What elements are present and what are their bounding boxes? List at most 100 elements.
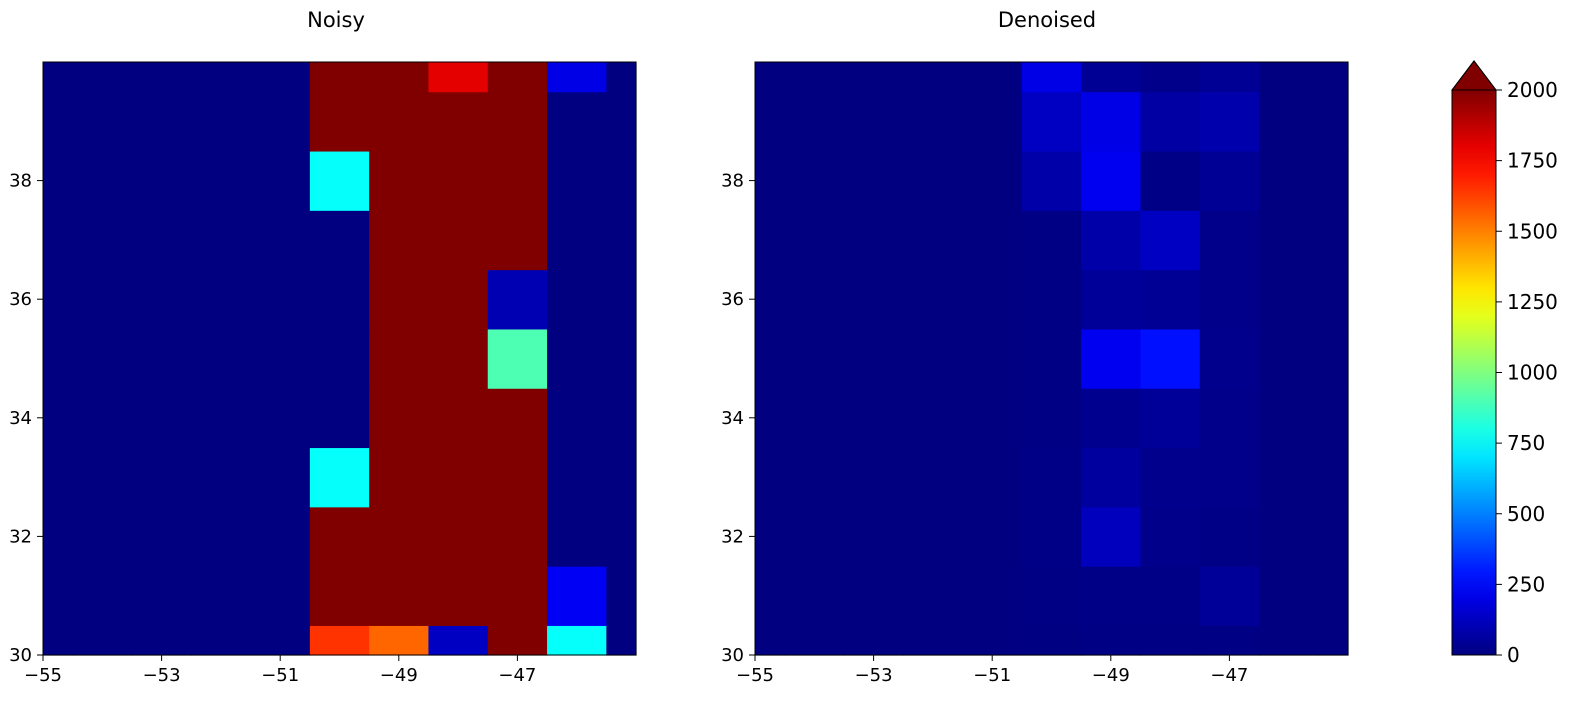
heatmap-cell bbox=[843, 62, 904, 93]
heatmap-cell bbox=[191, 566, 252, 626]
heatmap-cell bbox=[843, 150, 904, 211]
heatmap-cell bbox=[1140, 91, 1201, 152]
heatmap-cell bbox=[43, 566, 74, 626]
heatmap-cell bbox=[72, 447, 133, 508]
heatmap-cell bbox=[309, 506, 370, 567]
y-tick-label: 34 bbox=[721, 408, 744, 429]
heatmap-cell bbox=[962, 388, 1023, 449]
heatmap-cell bbox=[487, 625, 548, 656]
heatmap-cell bbox=[131, 388, 192, 449]
heatmap-cell bbox=[43, 388, 74, 449]
heatmap-cell bbox=[1140, 506, 1201, 567]
heatmap-cell bbox=[1199, 269, 1260, 330]
heatmap-cell bbox=[131, 150, 192, 211]
heatmap-cell bbox=[784, 269, 845, 330]
heatmap-cell bbox=[784, 506, 845, 567]
heatmap-cell bbox=[606, 150, 637, 211]
heatmap-cell bbox=[606, 566, 637, 626]
heatmap-cell bbox=[547, 91, 607, 152]
heatmap-cell bbox=[309, 150, 370, 211]
heatmap-cell bbox=[1199, 150, 1260, 211]
heatmap-cell bbox=[428, 447, 489, 508]
heatmap-cell bbox=[131, 506, 192, 567]
heatmap-cell bbox=[72, 506, 133, 567]
heatmap-cell bbox=[428, 328, 489, 389]
heatmap-cell bbox=[250, 388, 311, 449]
heatmap-cell bbox=[1140, 328, 1201, 389]
heatmap-cell bbox=[1140, 447, 1201, 508]
heatmap-cell bbox=[131, 91, 192, 152]
heatmap-cell bbox=[1259, 625, 1319, 656]
heatmap-cell bbox=[547, 625, 607, 656]
heatmap-cell bbox=[131, 566, 192, 626]
heatmap-cell bbox=[1081, 91, 1142, 152]
heatmap-cell bbox=[1199, 447, 1260, 508]
heatmap-cell bbox=[962, 506, 1023, 567]
heatmap-cell bbox=[1318, 388, 1349, 449]
heatmap-cell bbox=[191, 269, 252, 330]
heatmap-cell bbox=[1199, 566, 1260, 626]
heatmap-cell bbox=[755, 269, 786, 330]
x-tick-label: −49 bbox=[380, 665, 418, 686]
heatmap-cell bbox=[131, 328, 192, 389]
heatmap-cell bbox=[428, 506, 489, 567]
heatmap-cell bbox=[1081, 388, 1142, 449]
colorbar-ticks: 0 250 500 750 1000 1250 1500 1750 2000 bbox=[1496, 78, 1558, 667]
heatmap-cell bbox=[755, 91, 786, 152]
heatmap-cell bbox=[369, 328, 430, 389]
heatmap-cell bbox=[309, 91, 370, 152]
x-tick-label: −51 bbox=[261, 665, 299, 686]
x-tick-label: −55 bbox=[24, 665, 62, 686]
heatmap-cell bbox=[250, 566, 311, 626]
heatmap-cell bbox=[903, 506, 964, 567]
colorbar-extend-max bbox=[1450, 60, 1498, 91]
heatmap-cell bbox=[843, 269, 904, 330]
heatmap-cell bbox=[903, 91, 964, 152]
heatmap-cell bbox=[903, 150, 964, 211]
heatmap-cell bbox=[1318, 566, 1349, 626]
y-tick-label: 32 bbox=[9, 526, 32, 547]
heatmap-cell bbox=[547, 447, 607, 508]
heatmap-cell bbox=[428, 91, 489, 152]
heatmap-cell bbox=[250, 625, 311, 656]
heatmap-cell bbox=[903, 62, 964, 93]
heatmap-cell bbox=[191, 210, 252, 271]
heatmap-cell bbox=[1140, 388, 1201, 449]
heatmap-cell bbox=[369, 62, 430, 93]
heatmap-cell bbox=[1259, 328, 1319, 389]
heatmap-cell bbox=[487, 91, 548, 152]
heatmap-cell bbox=[547, 506, 607, 567]
colorbar: 0 250 500 750 1000 1250 1500 1750 2000 bbox=[1450, 60, 1558, 667]
heatmap-cell bbox=[1318, 447, 1349, 508]
heatmap-cell bbox=[606, 625, 637, 656]
heatmap-cell bbox=[131, 210, 192, 271]
heatmap-cell bbox=[1199, 506, 1260, 567]
heatmap-cell bbox=[1259, 91, 1319, 152]
heatmap-cell bbox=[487, 210, 548, 271]
heatmap-cell bbox=[784, 447, 845, 508]
heatmap-cell bbox=[1021, 328, 1082, 389]
heatmap-cell bbox=[606, 269, 637, 330]
heatmap-cell bbox=[43, 210, 74, 271]
heatmap-cell bbox=[131, 269, 192, 330]
heatmap-cell bbox=[547, 150, 607, 211]
heatmap-cell bbox=[606, 388, 637, 449]
x-tick-label: −51 bbox=[973, 665, 1011, 686]
heatmap-cell bbox=[784, 566, 845, 626]
heatmap-cell bbox=[369, 91, 430, 152]
heatmap-cell bbox=[72, 269, 133, 330]
heatmap-cell bbox=[250, 328, 311, 389]
heatmap-cell bbox=[369, 269, 430, 330]
heatmap-cell bbox=[1199, 210, 1260, 271]
panel-title-denoised: Denoised bbox=[998, 8, 1096, 32]
heatmap-cell bbox=[1021, 269, 1082, 330]
heatmap-cell bbox=[131, 625, 192, 656]
x-tick-label: −47 bbox=[498, 665, 536, 686]
heatmap-cell bbox=[1199, 625, 1260, 656]
heatmap-cell bbox=[428, 566, 489, 626]
colorbar-tick-label: 500 bbox=[1507, 502, 1545, 526]
heatmap-cell bbox=[903, 447, 964, 508]
heatmap-cell bbox=[755, 566, 786, 626]
heatmap-cell bbox=[962, 62, 1023, 93]
